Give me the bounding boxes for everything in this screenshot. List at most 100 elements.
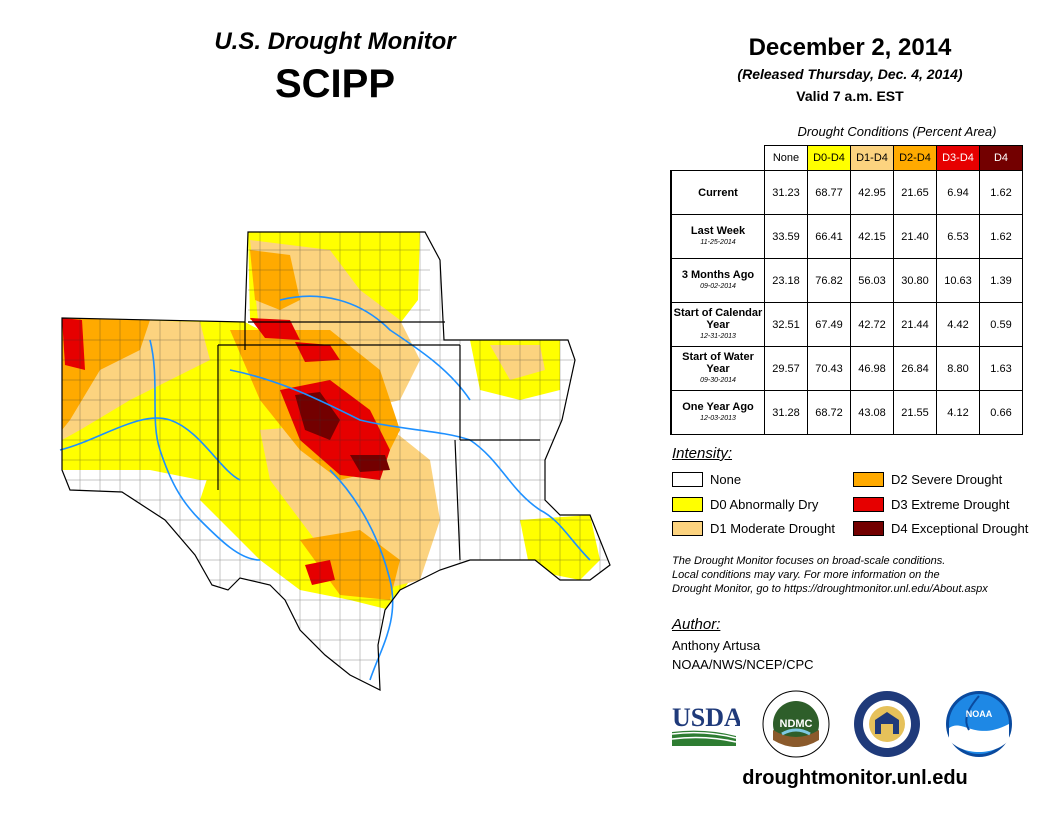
table-row: Current 31.23 68.77 42.95 21.65 6.94 1.6… — [670, 170, 1023, 215]
cell-value: 1.62 — [979, 170, 1023, 215]
cell-value: 70.43 — [807, 346, 851, 391]
drought-map — [59, 231, 611, 691]
legend-label: D1 Moderate Drought — [710, 520, 836, 536]
cell-value: 21.65 — [893, 170, 937, 215]
author-org: NOAA/NWS/NCEP/CPC — [672, 657, 814, 672]
map-title: U.S. Drought Monitor — [214, 28, 456, 55]
legend-title: Intensity: — [672, 445, 733, 462]
cell-value: 33.59 — [764, 214, 808, 259]
cell-value: 42.15 — [850, 214, 894, 259]
cell-value: 21.55 — [893, 390, 937, 435]
legend-swatch — [672, 471, 703, 487]
cell-value: 10.63 — [936, 258, 980, 303]
note-line: Local conditions may vary. For more info… — [672, 569, 940, 581]
cell-value: 29.57 — [764, 346, 808, 391]
legend-label: None — [710, 471, 742, 487]
cell-value: 26.84 — [893, 346, 937, 391]
d2-area-west — [62, 318, 150, 430]
legend-item-d2: D2 Severe Drought — [853, 471, 1002, 487]
legend-swatch — [853, 496, 884, 512]
d2-area-north — [250, 250, 300, 310]
legend-label: D2 Severe Drought — [891, 471, 1003, 487]
d3-area-north — [250, 318, 300, 340]
rivers — [59, 295, 591, 681]
row-date: 09-30-2014 — [700, 376, 736, 384]
cell-value: 43.08 — [850, 390, 894, 435]
disclaimer-note: The Drought Monitor focuses on broad-sca… — [672, 554, 1042, 596]
cell-value: 31.28 — [764, 390, 808, 435]
author-title: Author: — [672, 616, 721, 633]
row-label: Last Week 11-25-2014 — [670, 214, 765, 259]
usda-logo: USDA — [671, 703, 740, 746]
cell-value: 1.63 — [979, 346, 1023, 391]
cell-value: 1.62 — [979, 214, 1023, 259]
cell-value: 6.53 — [936, 214, 980, 259]
cell-value: 68.72 — [807, 390, 851, 435]
cell-value: 21.44 — [893, 302, 937, 347]
legend-item-d4: D4 Exceptional Drought — [853, 520, 1028, 536]
table-row: One Year Ago 12-03-2013 31.28 68.72 43.08… — [670, 390, 1023, 435]
cell-value: 6.94 — [936, 170, 980, 215]
col-header-d0: D0-D4 — [807, 145, 851, 171]
col-header-d1: D1-D4 — [850, 145, 894, 171]
legend-item-d1: D1 Moderate Drought — [672, 520, 835, 536]
d4-area-ok — [295, 392, 340, 440]
cell-value: 76.82 — [807, 258, 851, 303]
cell-value: 1.39 — [979, 258, 1023, 303]
row-label: Current — [670, 170, 765, 215]
d1-area-ne — [490, 345, 545, 380]
table-row: 3 Months Ago 09-02-2014 23.18 76.82 56.03… — [670, 258, 1023, 303]
note-line: Drought Monitor, go to https://droughtmo… — [672, 583, 988, 595]
table-row: Last Week 11-25-2014 33.59 66.41 42.15 21… — [670, 214, 1023, 259]
cell-value: 46.98 — [850, 346, 894, 391]
cell-value: 67.49 — [807, 302, 851, 347]
d3-area-panhandle — [295, 342, 340, 362]
cell-value: 8.80 — [936, 346, 980, 391]
legend-label: D3 Extreme Drought — [891, 496, 1010, 512]
legend-label: D4 Exceptional Drought — [891, 520, 1029, 536]
row-label: Start of Water Year 09-30-2014 — [670, 346, 765, 391]
col-header-d4: D4 — [979, 145, 1023, 171]
row-date: 12-03-2013 — [700, 414, 736, 422]
valid-time: Valid 7 a.m. EST — [796, 88, 904, 104]
cell-value: 4.42 — [936, 302, 980, 347]
cell-value: 42.72 — [850, 302, 894, 347]
svg-text:NOAA: NOAA — [966, 709, 993, 719]
cell-value: 4.12 — [936, 390, 980, 435]
table-header-row: None D0-D4 D1-D4 D2-D4 D3-D4 D4 — [671, 145, 1023, 171]
cell-value: 0.66 — [979, 390, 1023, 435]
website-link[interactable]: droughtmonitor.unl.edu — [742, 767, 968, 789]
col-header-d3: D3-D4 — [936, 145, 980, 171]
cell-value: 32.51 — [764, 302, 808, 347]
row-label: 3 Months Ago 09-02-2014 — [670, 258, 765, 303]
table-corner — [671, 145, 765, 171]
cell-value: 42.95 — [850, 170, 894, 215]
author-name: Anthony Artusa — [672, 638, 761, 653]
d2-area-south — [300, 530, 400, 600]
cell-value: 0.59 — [979, 302, 1023, 347]
state-borders — [61, 231, 611, 691]
map-date: December 2, 2014 — [748, 34, 952, 61]
cell-value: 23.18 — [764, 258, 808, 303]
cell-value: 56.03 — [850, 258, 894, 303]
legend-label: D0 Abnormally Dry — [710, 496, 819, 512]
noaa-logo: NOAA — [946, 691, 1012, 757]
d3-area-nm — [62, 318, 85, 370]
svg-text:USDA: USDA — [672, 703, 740, 732]
release-date: (Released Thursday, Dec. 4, 2014) — [737, 66, 963, 82]
d1-area-central — [260, 420, 440, 590]
cell-value: 21.40 — [893, 214, 937, 259]
row-date: 09-02-2014 — [700, 282, 736, 290]
svg-text:NDMC: NDMC — [780, 718, 813, 730]
col-header-none: None — [764, 145, 808, 171]
legend-item-d3: D3 Extreme Drought — [853, 496, 1010, 512]
legend-item-none: None — [672, 471, 741, 487]
cell-value: 31.23 — [764, 170, 808, 215]
legend-swatch — [672, 496, 703, 512]
note-line: The Drought Monitor focuses on broad-sca… — [672, 555, 946, 567]
row-label: One Year Ago 12-03-2013 — [670, 390, 765, 435]
region-title: SCIPP — [274, 62, 396, 106]
legend-swatch — [672, 520, 703, 536]
table-row: Start of Calendar Year 12-31-2013 32.51 6… — [670, 302, 1023, 347]
col-header-d2: D2-D4 — [893, 145, 937, 171]
